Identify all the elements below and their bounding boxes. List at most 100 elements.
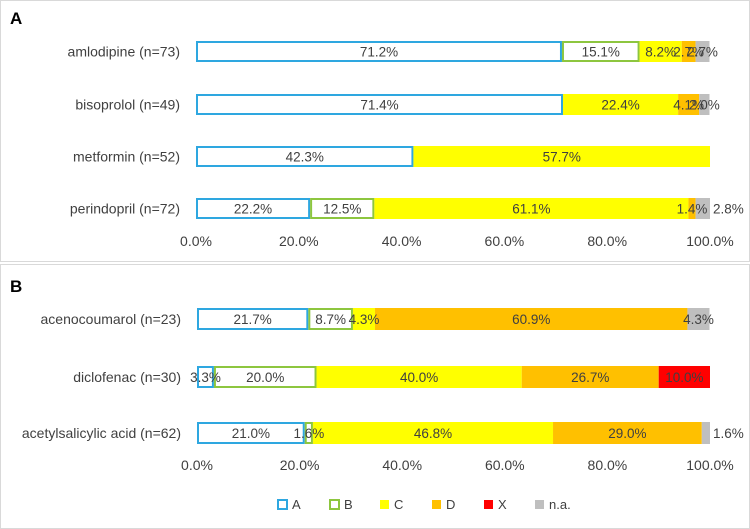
data-label-d-diclofenac-n-30: 26.7% [571, 370, 609, 385]
bar-segment-d-diclofenac-n-30 [521, 366, 659, 388]
panel-a-letter: A [10, 9, 22, 28]
x-tick-label: 100.0% [686, 457, 733, 473]
data-label-x-diclofenac-n-30: 10.0% [665, 370, 703, 385]
x-tick-label: 0.0% [181, 457, 213, 473]
bar-segment-b-perindopril-n-72 [310, 198, 375, 219]
legend-label-a: A [292, 497, 301, 512]
bar-segment-b-amlodipine-n-73 [561, 41, 640, 62]
data-label-na-acenocoumarol-n-23: 4.3% [683, 312, 714, 327]
bar-segment-a-diclofenac-n-30 [197, 366, 214, 388]
category-label-acenocoumarol-n-23: acenocoumarol (n=23) [41, 311, 181, 327]
data-label-b-acenocoumarol-n-23: 8.7% [315, 312, 346, 327]
data-label-a-amlodipine-n-73: 71.2% [360, 45, 398, 60]
legend-swatch-n-a [535, 500, 544, 509]
x-tick-label: 0.0% [180, 233, 212, 249]
bar-segment-b-acenocoumarol-n-23 [308, 308, 353, 330]
data-label-na-perindopril-n-72: 2.8% [713, 202, 744, 217]
panel-b-chart: 0.0% 20.0% 40.0% 60.0% 80.0% 100.0% acenocouma… [22, 308, 744, 473]
bar-segment-c-perindopril-n-72 [374, 198, 689, 219]
bar-segment-a-acetylsalicylic-acid-n-62 [197, 422, 305, 444]
legend-swatch-d [432, 500, 441, 509]
data-label-b-amlodipine-n-73: 15.1% [582, 45, 620, 60]
data-label-c-diclofenac-n-30: 40.0% [400, 370, 438, 385]
panel-b-letter: B [10, 277, 22, 296]
x-tick-label: 40.0% [382, 233, 422, 249]
category-label-diclofenac-n-30: diclofenac (n=30) [73, 369, 181, 385]
panel-a-frame [0, 0, 750, 262]
data-label-na-bisoprolol-n-49: 2.0% [689, 98, 720, 113]
category-label-acetylsalicylic-acid-n-62: acetylsalicylic acid (n=62) [22, 425, 181, 441]
data-label-c-perindopril-n-72: 61.1% [512, 202, 550, 217]
legend-swatch-x [484, 500, 493, 509]
data-label-c-bisoprolol-n-49: 22.4% [601, 98, 639, 113]
data-label-a-bisoprolol-n-49: 71.4% [360, 98, 398, 113]
bar-segment-a-amlodipine-n-73 [196, 41, 562, 62]
bar-segment-n-a-perindopril-n-72 [695, 198, 710, 219]
bar-segment-d-amlodipine-n-73 [681, 41, 696, 62]
x-tick-label: 20.0% [279, 233, 319, 249]
bar-segment-d-bisoprolol-n-49 [678, 94, 700, 115]
x-tick-label: 80.0% [587, 233, 627, 249]
data-label-b-diclofenac-n-30: 20.0% [246, 370, 284, 385]
x-tick-label: 40.0% [382, 457, 422, 473]
legend-swatch-a [277, 499, 288, 510]
data-label-d-bisoprolol-n-49: 4.1% [673, 98, 704, 113]
data-label-a-perindopril-n-72: 22.2% [234, 202, 272, 217]
bar-segment-b-acetylsalicylic-acid-n-62 [304, 422, 313, 444]
data-label-c-acenocoumarol-n-23: 4.3% [349, 312, 380, 327]
data-label-d-acenocoumarol-n-23: 60.9% [512, 312, 550, 327]
bar-segment-d-acetylsalicylic-acid-n-62 [553, 422, 702, 444]
bar-segment-c-acenocoumarol-n-23 [352, 308, 376, 330]
legend-swatch-c [380, 500, 389, 509]
data-label-d-amlodipine-n-73: 2.7% [673, 45, 704, 60]
bar-segment-a-metformin-n-52 [196, 146, 414, 167]
data-label-a-acetylsalicylic-acid-n-62: 21.0% [232, 426, 270, 441]
x-tick-label: 60.0% [485, 233, 525, 249]
x-tick-label: 100.0% [686, 233, 733, 249]
data-label-na-acetylsalicylic-acid-n-62: 1.6% [713, 426, 744, 441]
legend-label-x: X [498, 497, 507, 512]
x-tick-label: 60.0% [485, 457, 525, 473]
bar-segment-a-bisoprolol-n-49 [196, 94, 563, 115]
bar-segment-c-diclofenac-n-30 [316, 366, 522, 388]
category-label-amlodipine-n-73: amlodipine (n=73) [68, 44, 180, 60]
bar-segment-c-metformin-n-52 [413, 146, 710, 167]
bar-segment-c-acetylsalicylic-acid-n-62 [312, 422, 554, 444]
data-label-c-amlodipine-n-73: 8.2% [645, 45, 676, 60]
bar-segment-x-diclofenac-n-30 [658, 366, 710, 388]
data-label-d-acetylsalicylic-acid-n-62: 29.0% [608, 426, 646, 441]
data-label-na-amlodipine-n-73: 2.7% [687, 45, 718, 60]
legend-label-b: B [344, 497, 353, 512]
bar-segment-n-a-acenocoumarol-n-23 [687, 308, 710, 330]
legend-label-d: D [446, 497, 455, 512]
bar-segment-n-a-acetylsalicylic-acid-n-62 [701, 422, 710, 444]
data-label-b-perindopril-n-72: 12.5% [323, 202, 361, 217]
x-tick-label: 80.0% [588, 457, 628, 473]
bar-segment-d-acenocoumarol-n-23 [375, 308, 688, 330]
bar-segment-c-bisoprolol-n-49 [562, 94, 679, 115]
bar-segment-n-a-amlodipine-n-73 [695, 41, 710, 62]
legend-swatch-b [329, 499, 340, 510]
data-label-a-metformin-n-52: 42.3% [286, 150, 324, 165]
bar-segment-a-acenocoumarol-n-23 [197, 308, 309, 330]
data-label-a-acenocoumarol-n-23: 21.7% [234, 312, 272, 327]
data-label-c-acetylsalicylic-acid-n-62: 46.8% [414, 426, 452, 441]
category-label-bisoprolol-n-49: bisoprolol (n=49) [75, 97, 180, 113]
bar-segment-b-diclofenac-n-30 [213, 366, 317, 388]
data-label-c-metformin-n-52: 57.7% [543, 150, 581, 165]
category-label-metformin-n-52: metformin (n=52) [73, 149, 180, 165]
legend-label-c: C [394, 497, 403, 512]
legend-label-n-a: n.a. [549, 497, 571, 512]
bar-segment-d-perindopril-n-72 [688, 198, 696, 219]
data-label-a-diclofenac-n-30: 3.3% [190, 370, 221, 385]
panel-a-chart: 0.0% 20.0% 40.0% 60.0% 80.0% 100.0% amlodipine… [68, 41, 744, 249]
bar-segment-n-a-bisoprolol-n-49 [699, 94, 710, 115]
data-label-b-acetylsalicylic-acid-n-62: 1.6% [293, 426, 324, 441]
bar-segment-a-perindopril-n-72 [196, 198, 311, 219]
x-tick-label: 20.0% [280, 457, 320, 473]
data-label-d-perindopril-n-72: 1.4% [677, 202, 708, 217]
category-label-perindopril-n-72: perindopril (n=72) [70, 201, 180, 217]
panel-b-frame [0, 264, 750, 529]
